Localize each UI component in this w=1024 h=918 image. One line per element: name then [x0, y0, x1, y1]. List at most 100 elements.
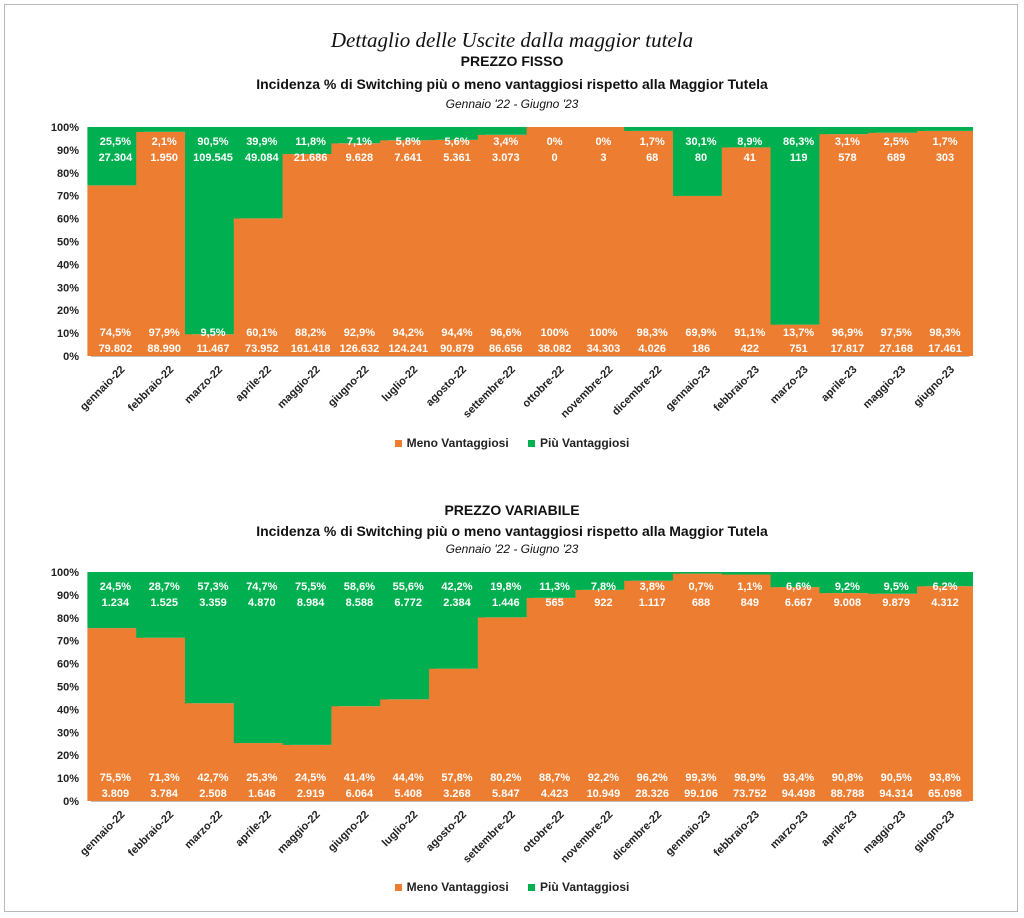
bar-meno-vantaggiosi — [917, 586, 973, 801]
bar-piu-vantaggiosi — [673, 127, 729, 196]
data-label-meno-count: 73.952 — [245, 343, 279, 355]
data-label-meno-count: 79.802 — [99, 343, 133, 355]
data-label-piu-pct: 28,7% — [149, 581, 180, 593]
bar-piu-vantaggiosi — [624, 572, 681, 581]
bar-meno-vantaggiosi — [770, 587, 827, 801]
data-label-piu-count: 21.686 — [294, 152, 328, 164]
data-label-piu-count: 6.667 — [785, 597, 813, 609]
data-label-piu-pct: 0% — [595, 136, 611, 148]
data-label-piu-count: 8.588 — [346, 597, 374, 609]
data-label-meno-count: 94.498 — [782, 788, 816, 800]
data-label-meno-count: 86.656 — [489, 343, 523, 355]
data-label-meno-pct: 13,7% — [783, 327, 814, 339]
chart-1-legend: Meno Vantaggiosi Più Vantaggiosi — [0, 436, 1024, 450]
legend-item-piu: Più Vantaggiosi — [528, 880, 629, 894]
data-label-meno-pct: 90,8% — [832, 772, 863, 784]
chart-1-title: PREZZO FISSO — [460, 53, 564, 69]
data-label-meno-pct: 42,7% — [197, 772, 228, 784]
legend-label-meno: Meno Vantaggiosi — [406, 436, 509, 450]
bar-meno-vantaggiosi — [819, 134, 876, 356]
bar-piu-vantaggiosi — [136, 572, 193, 638]
data-label-piu-count: 7.641 — [394, 152, 422, 164]
x-tick-label: agosto-22 — [424, 364, 469, 409]
y-tick-label: 60% — [57, 214, 79, 226]
y-tick-label: 10% — [57, 328, 79, 340]
y-tick-label: 80% — [57, 613, 79, 625]
data-label-piu-count: 4.312 — [931, 597, 959, 609]
data-label-meno-pct: 97,9% — [149, 327, 180, 339]
data-label-meno-count: 1.646 — [248, 788, 276, 800]
chart-2-subtitle: Incidenza % di Switching più o meno vant… — [256, 523, 768, 539]
data-label-piu-pct: 75,5% — [295, 581, 326, 593]
data-label-meno-pct: 98,3% — [929, 327, 960, 339]
data-label-piu-pct: 90,5% — [197, 136, 228, 148]
data-label-meno-pct: 44,4% — [393, 772, 424, 784]
data-label-piu-count: 303 — [936, 152, 954, 164]
data-label-piu-pct: 3,8% — [640, 581, 665, 593]
data-label-piu-pct: 24,5% — [100, 581, 131, 593]
y-tick-label: 90% — [57, 145, 79, 157]
data-label-piu-count: 109.545 — [193, 152, 233, 164]
data-label-meno-count: 186 — [692, 343, 710, 355]
bar-meno-vantaggiosi — [721, 147, 778, 356]
data-label-piu-count: 1.525 — [150, 597, 178, 609]
x-tick-label: ottobre-22 — [520, 809, 567, 856]
data-label-meno-pct: 100% — [589, 327, 617, 339]
y-tick-label: 0% — [63, 351, 79, 363]
legend-swatch-piu — [528, 440, 535, 448]
bar-meno-vantaggiosi — [526, 127, 583, 356]
y-tick-label: 30% — [57, 282, 79, 294]
bar-meno-vantaggiosi — [136, 131, 193, 356]
bar-piu-vantaggiosi — [87, 572, 144, 629]
data-label-piu-pct: 5,8% — [396, 136, 421, 148]
legend-label-piu: Più Vantaggiosi — [540, 880, 630, 894]
data-label-meno-pct: 98,9% — [734, 772, 765, 784]
x-tick-label: aprile-23 — [819, 364, 859, 404]
data-label-meno-count: 161.418 — [291, 343, 331, 355]
x-tick-label: luglio-22 — [380, 364, 420, 404]
y-tick-label: 100% — [51, 567, 79, 579]
bar-meno-vantaggiosi — [331, 143, 388, 356]
data-label-piu-pct: 5,6% — [444, 136, 469, 148]
x-tick-label: novembre-22 — [559, 809, 616, 866]
x-tick-label: luglio-22 — [380, 809, 420, 849]
bar-piu-vantaggiosi — [233, 572, 290, 744]
data-label-piu-pct: 25,5% — [100, 136, 131, 148]
chart-2-legend: Meno Vantaggiosi Più Vantaggiosi — [0, 880, 1024, 894]
data-label-piu-count: 68 — [646, 152, 658, 164]
data-label-piu-count: 5.361 — [443, 152, 471, 164]
bar-piu-vantaggiosi — [819, 572, 876, 594]
data-label-piu-pct: 6,6% — [786, 581, 811, 593]
data-label-piu-count: 9.879 — [882, 597, 910, 609]
data-label-meno-pct: 24,5% — [295, 772, 326, 784]
chart-2-period: Gennaio '22 - Giugno '23 — [445, 542, 579, 556]
data-label-meno-pct: 98,3% — [637, 327, 668, 339]
data-label-meno-count: 2.508 — [199, 788, 227, 800]
data-label-meno-pct: 92,9% — [344, 327, 375, 339]
data-label-meno-count: 27.168 — [879, 343, 913, 355]
data-label-piu-pct: 9,5% — [884, 581, 909, 593]
y-tick-label: 60% — [57, 659, 79, 671]
data-label-meno-count: 90.879 — [440, 343, 474, 355]
data-label-meno-pct: 74,5% — [100, 327, 131, 339]
data-label-meno-pct: 100% — [541, 327, 569, 339]
data-label-meno-pct: 96,9% — [832, 327, 863, 339]
data-label-piu-pct: 58,6% — [344, 581, 375, 593]
bar-piu-vantaggiosi — [380, 572, 437, 700]
page-title: Dettaglio delle Uscite dalla maggior tut… — [330, 28, 694, 52]
bar-meno-vantaggiosi — [477, 617, 534, 801]
data-label-piu-count: 578 — [838, 152, 856, 164]
data-label-piu-pct: 2,1% — [152, 136, 177, 148]
data-label-piu-pct: 11,8% — [295, 136, 326, 148]
data-label-piu-count: 3.359 — [199, 597, 227, 609]
y-tick-label: 80% — [57, 168, 79, 180]
x-tick-label: giugno-23 — [911, 364, 957, 410]
bar-meno-vantaggiosi — [819, 593, 876, 801]
x-tick-label: marzo-23 — [768, 364, 811, 407]
bar-piu-vantaggiosi — [770, 572, 827, 588]
data-label-meno-count: 88.990 — [147, 343, 181, 355]
chart-2-title: PREZZO VARIABILE — [444, 502, 580, 518]
data-label-piu-count: 80 — [695, 152, 707, 164]
x-tick-label: dicembre-22 — [610, 364, 664, 418]
data-label-piu-count: 3.073 — [492, 152, 520, 164]
